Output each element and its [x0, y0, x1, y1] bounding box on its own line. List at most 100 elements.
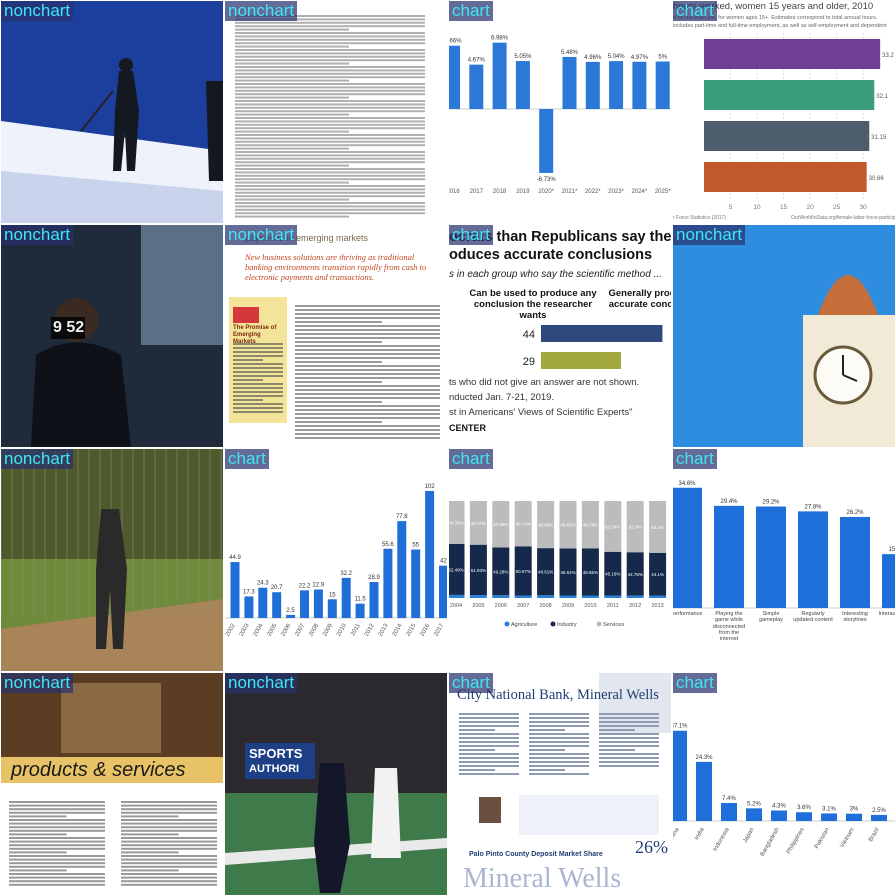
value-label: 22.2 [299, 583, 311, 589]
bar-segment [469, 501, 487, 545]
text-line [599, 753, 659, 755]
tile-text: 26% [635, 837, 668, 857]
text-line [121, 869, 179, 872]
tile-label: nonchart [225, 225, 298, 245]
tile-art [459, 673, 671, 835]
value-label: 48.61% [560, 570, 575, 575]
text-line [459, 737, 519, 739]
bar [313, 589, 323, 618]
text-line [121, 801, 217, 803]
table [519, 795, 659, 835]
x-tick-label: Interesting storylines [842, 611, 868, 624]
bar [341, 577, 351, 618]
text-line [235, 123, 425, 126]
text-line [235, 191, 425, 194]
chart-note: st in Americans' Views of Scientific Exp… [449, 407, 633, 418]
text-line [235, 188, 425, 191]
chart-title: hours worked, women 15 years and older, … [673, 1, 873, 12]
x-tick-label: 2012 [364, 622, 376, 637]
text-line [235, 96, 349, 99]
tile-art [235, 15, 425, 218]
value-label: 29.2% [762, 500, 780, 506]
text-line [235, 42, 425, 45]
x-tick-label: 2016 [419, 622, 431, 637]
portrait [479, 797, 501, 823]
value-label: 4.97% [631, 55, 649, 61]
x-tick-label: 10 [753, 204, 761, 211]
x-tick-label: 2017 [433, 622, 445, 637]
text-line [121, 833, 179, 836]
bar-segment [559, 548, 577, 596]
text-line [529, 773, 589, 775]
value-label: 7.4% [722, 796, 736, 802]
text-line [599, 749, 635, 751]
bar-segment [626, 595, 644, 598]
text-line [9, 822, 105, 825]
text-line [529, 713, 589, 715]
text-line [235, 127, 425, 130]
text-line [295, 357, 440, 359]
x-tick-label: 2018 [493, 189, 507, 195]
text-line [459, 741, 519, 743]
tile: payments in emerging markets New business… [225, 225, 447, 447]
text-line [295, 393, 440, 395]
x-tick-label: 2007 [517, 603, 529, 609]
value-label: 55.6 [382, 542, 394, 548]
x-tick-label: Interact other p [878, 611, 896, 617]
text-line [235, 113, 349, 116]
x-tick-label: Japan [742, 827, 755, 844]
text-line [9, 804, 105, 807]
tile-text: AUTHORI [249, 763, 300, 775]
bar [300, 590, 309, 618]
text-line [295, 397, 440, 399]
text-line [9, 811, 105, 814]
text-line [121, 880, 217, 883]
x-tick-label: 2008 [539, 603, 551, 609]
tile: nonchart [225, 1, 447, 223]
tile-label: nonchart [225, 1, 298, 21]
bar-segment [626, 552, 644, 596]
text-line [121, 822, 217, 825]
value-label: 2.5 [286, 608, 295, 614]
tile-art: hours worked, women 15 years and older, … [673, 1, 895, 221]
player [314, 763, 350, 893]
bar [721, 802, 737, 821]
tile: products & services nonchart [1, 673, 223, 895]
tile-label: chart [449, 225, 493, 245]
x-tick-label: performance [673, 611, 703, 617]
bar [696, 761, 712, 821]
text-line [235, 89, 425, 92]
text-line [295, 433, 440, 435]
tile: nonchart [1, 1, 223, 223]
text-line [599, 725, 659, 727]
tile-art: 34.6% 29.4% 29.2% 27.8% 26.2% 15.5% [673, 481, 895, 609]
text-line [459, 725, 519, 727]
text-line [599, 729, 635, 731]
text-line [121, 815, 179, 818]
tile-label: nonchart [1, 225, 74, 245]
x-tick-label: 2005 [472, 603, 484, 609]
tile-text: products & services [11, 759, 186, 781]
text-line [295, 305, 440, 307]
x-tick-label: Philippines [786, 827, 806, 855]
text-line [121, 808, 217, 811]
legend-swatch [550, 621, 556, 627]
text-line [295, 429, 440, 431]
text-line [9, 844, 105, 847]
bar [397, 521, 407, 618]
tile-art [229, 297, 440, 439]
text-line [295, 373, 440, 375]
x-tick-label: 2013 [651, 603, 663, 609]
value-label: 27.8% [804, 504, 822, 510]
value-label: 102 [425, 484, 436, 490]
bar [469, 64, 484, 109]
value-label: 26.2% [846, 510, 864, 516]
text-line [599, 757, 659, 759]
bar [425, 490, 435, 618]
value-label: 4.3% [772, 804, 786, 810]
value-label: 52.8% [629, 525, 642, 530]
value-label: 4.67% [468, 58, 486, 64]
bar [539, 109, 554, 173]
flag [233, 307, 259, 323]
x-tick-label: 2009 [562, 603, 574, 609]
